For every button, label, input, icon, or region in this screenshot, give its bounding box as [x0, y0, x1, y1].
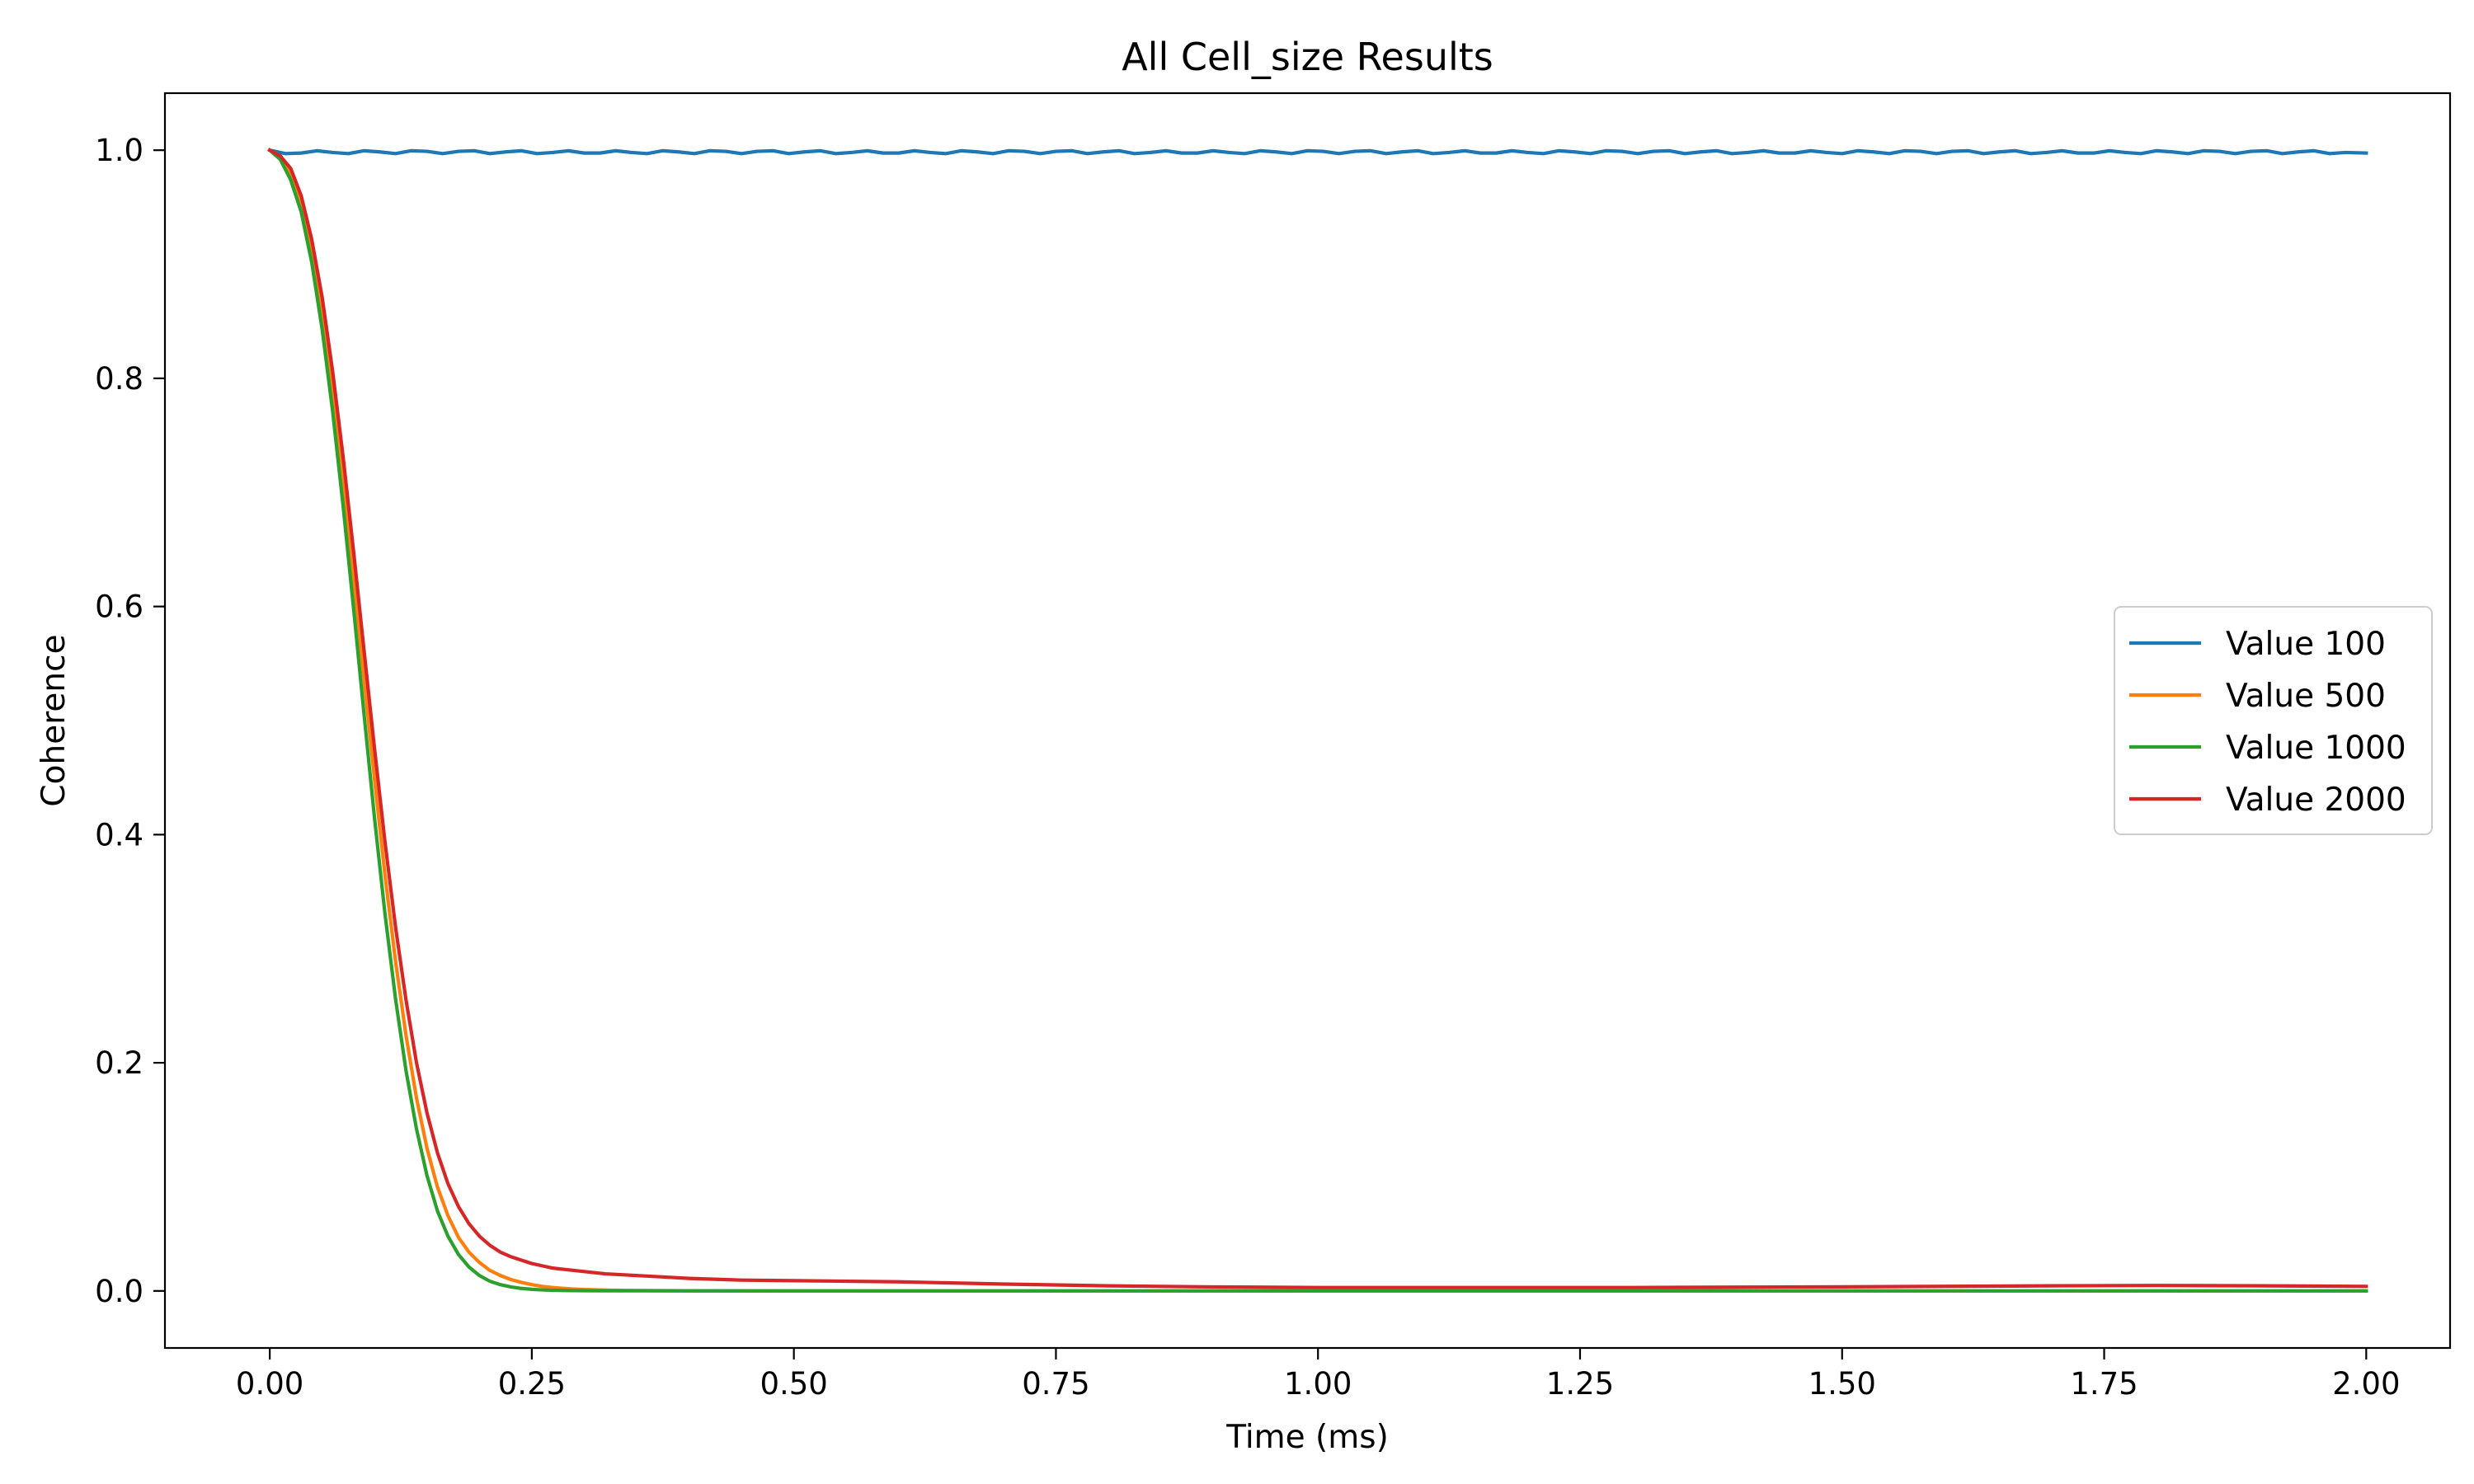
series-line-4 [267, 148, 2368, 1289]
legend-entry: Value 1000 [2129, 730, 2406, 767]
y-tick-label: 0.8 [95, 361, 143, 397]
x-tick-label: 0.25 [498, 1366, 566, 1402]
legend: Value 100 Value 500 Value 1000 Value 2000 [2114, 606, 2433, 835]
legend-box [2114, 606, 2433, 835]
x-axis: 0.00 0.25 0.50 0.75 1.00 1.25 1.50 1.75 2.00 [236, 1348, 2401, 1402]
y-tick-label: 0.6 [95, 589, 143, 625]
x-tick-label: 1.50 [1808, 1366, 1876, 1402]
legend-entry: Value 500 [2129, 678, 2386, 715]
plot-frame [163, 92, 2452, 1350]
legend-entry: Value 100 [2129, 626, 2386, 663]
y-tick-label: 0.0 [95, 1274, 143, 1309]
x-tick-label: 1.75 [2070, 1366, 2138, 1402]
x-tick-label: 0.50 [760, 1366, 827, 1402]
y-tick-label: 1.0 [95, 133, 143, 168]
series-line-3 [267, 148, 2368, 1293]
legend-label: Value 100 [2226, 626, 2386, 663]
legend-label: Value 500 [2226, 678, 2386, 715]
series-line-1 [267, 148, 2368, 156]
x-tick-label: 2.00 [2332, 1366, 2400, 1402]
y-tick-label: 0.2 [95, 1045, 143, 1081]
legend-label: Value 2000 [2226, 782, 2406, 819]
legend-entry: Value 2000 [2129, 782, 2406, 819]
y-axis: 0.0 0.2 0.4 0.6 0.8 1.0 [95, 133, 165, 1309]
chart-title: All Cell_size Results [1122, 35, 1493, 79]
plot-lines [267, 148, 2368, 1293]
x-axis-label: Time (ms) [1225, 1419, 1389, 1456]
x-tick-label: 0.00 [236, 1366, 303, 1402]
y-axis-label: Coherence [35, 634, 73, 806]
y-tick-label: 0.4 [95, 817, 143, 852]
x-tick-label: 1.00 [1284, 1366, 1352, 1402]
x-tick-label: 1.25 [1546, 1366, 1614, 1402]
x-tick-label: 0.75 [1022, 1366, 1089, 1402]
legend-label: Value 1000 [2226, 730, 2406, 767]
